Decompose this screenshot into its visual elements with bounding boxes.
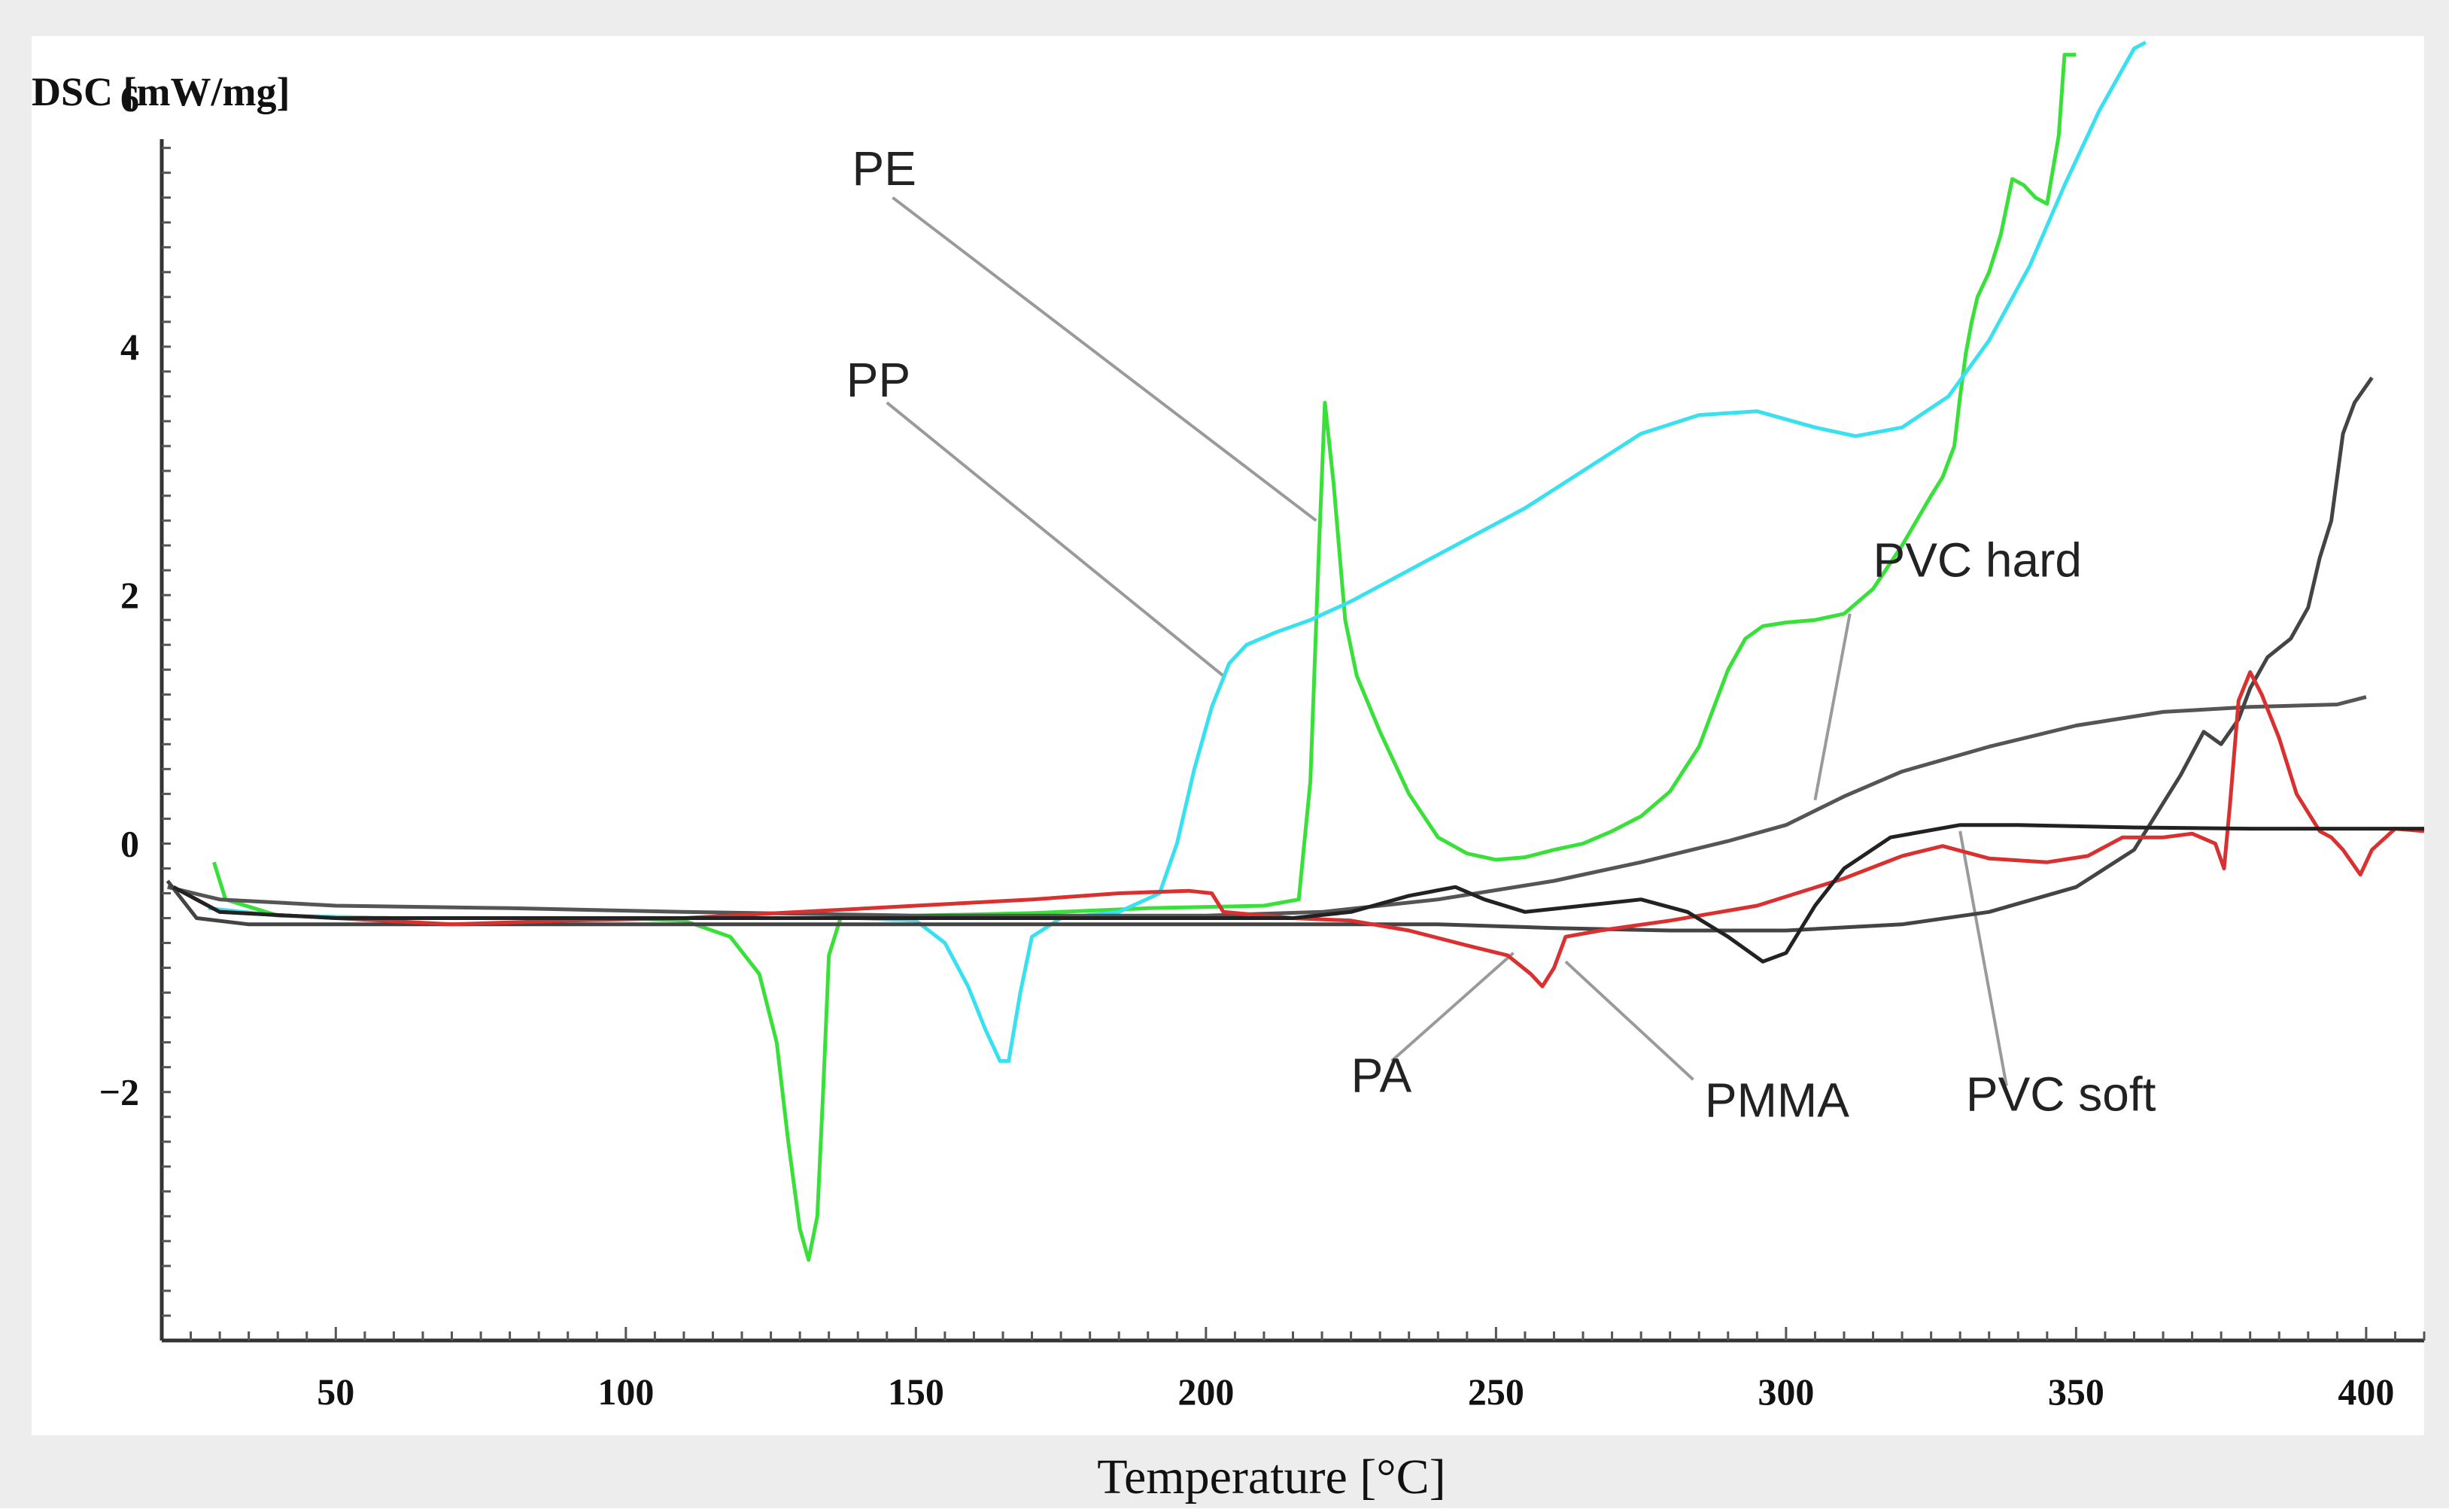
series-label-pe: PE	[852, 141, 916, 196]
annotation-leaders	[886, 196, 2008, 1086]
y-axis-title: DSC [mW/mg]	[32, 69, 290, 114]
x-tick-label-350: 350	[2048, 1371, 2104, 1413]
y-tick-label-2: −2	[99, 1071, 140, 1113]
x-tick-label-300: 300	[1758, 1371, 1814, 1413]
leader-pvc-hard	[1813, 613, 1852, 800]
axes: 50 100 150 200 250 300 350 400 −2 0 2 4 6	[99, 77, 2426, 1413]
x-tick-label-150: 150	[888, 1371, 944, 1413]
x-tick-label-400: 400	[2338, 1371, 2394, 1413]
series-line-pmma	[172, 823, 2424, 964]
series-line-pa	[172, 670, 2425, 988]
x-axis-title: Temperature [°C]	[1097, 1450, 1445, 1504]
y-tick-label-4: 4	[120, 326, 139, 368]
series-line-pvc-hard	[167, 695, 2367, 918]
plot-area	[32, 36, 2424, 1435]
series-line-pe	[212, 53, 2077, 1262]
x-tick-label-50: 50	[317, 1371, 354, 1413]
series-label-pa: PA	[1351, 1049, 1412, 1103]
series-lines	[166, 41, 2425, 1262]
leader-pmma	[1564, 960, 1694, 1081]
y-tick-label-0: 0	[120, 822, 139, 864]
x-tick-label-250: 250	[1468, 1371, 1524, 1413]
series-line-pp	[208, 41, 2147, 1063]
x-tick-label-200: 200	[1177, 1371, 1234, 1413]
x-tick-label-100: 100	[597, 1371, 654, 1413]
series-label-pmma: PMMA	[1705, 1073, 1849, 1128]
series-label-pvc-soft: PVC soft	[1966, 1067, 2156, 1121]
leader-pe	[892, 196, 1317, 522]
y-tick-label-6: 6	[120, 77, 139, 120]
leader-pvc-soft	[1958, 830, 2008, 1086]
series-label-pp: PP	[846, 353, 910, 407]
y-tick-label-2: 2	[120, 574, 139, 616]
series-label-pvc-hard: PVC hard	[1873, 533, 2082, 587]
annotation-labels: PE PP PVC hard PA PMMA PVC soft	[846, 141, 2156, 1128]
series-line-pvc-soft	[166, 376, 2374, 933]
leader-pa	[1390, 952, 1515, 1062]
leader-pp	[886, 401, 1225, 678]
